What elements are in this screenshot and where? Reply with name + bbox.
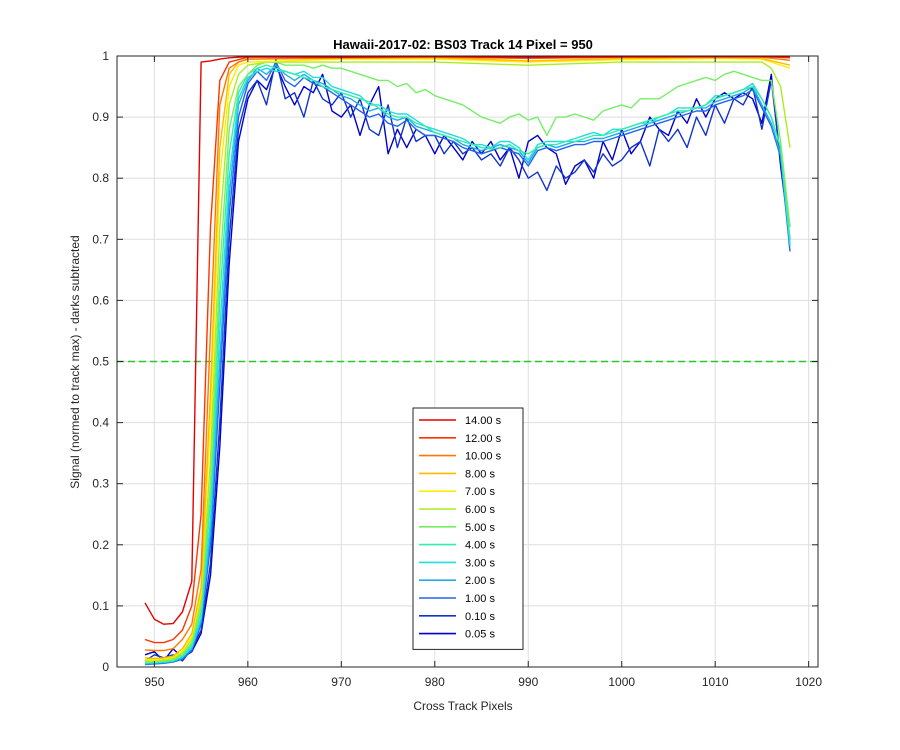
y-tick-label: 0.4: [92, 416, 109, 430]
legend-box: [412, 407, 524, 650]
x-tick-label: 990: [518, 675, 538, 689]
y-tick-label: 0.9: [92, 110, 109, 124]
legend-label: 12.00 s: [465, 433, 502, 445]
legend-label: 5.00 s: [465, 522, 495, 534]
legend-label: 6.00 s: [465, 504, 495, 516]
y-tick-label: 0.3: [92, 477, 109, 491]
legend-label: 8.00 s: [465, 468, 495, 480]
x-axis-label: Cross Track Pixels: [413, 699, 512, 713]
y-tick-label: 0.7: [92, 232, 109, 246]
x-tick-label: 950: [144, 675, 164, 689]
legend-label: 1.00 s: [465, 593, 495, 605]
y-axis-label: Signal (normed to track max) - darks sub…: [68, 235, 82, 488]
y-tick-label: 0.6: [92, 293, 109, 307]
ticks: 950 960 970 980 990 1000 1010 1020 0 0.1 0.2 0.3 0.4…: [92, 49, 822, 689]
legend-label: 0.05 s: [465, 629, 495, 641]
x-tick-label: 1010: [702, 675, 729, 689]
legend-label: 4.00 s: [465, 540, 495, 552]
series-line: [144, 64, 791, 664]
y-tick-label: 0: [102, 660, 109, 674]
series-line: [144, 58, 791, 662]
series-line: [145, 61, 791, 662]
y-tick-label: 0.5: [92, 355, 109, 369]
legend-label: 0.10 s: [465, 611, 495, 623]
legend-label: 3.00 s: [465, 557, 495, 569]
x-tick-label: 960: [238, 675, 258, 689]
legend-label: 7.00 s: [465, 486, 495, 498]
legend-label: 10.00 s: [465, 451, 502, 463]
x-tick-label: 1020: [795, 675, 822, 689]
x-tick-label: 1000: [608, 675, 635, 689]
legend: 14.00 s 12.00 s 10.00 s 8.00 s 7.00 s 6.00 s 5…: [412, 407, 524, 650]
y-tick-label: 1: [102, 49, 109, 63]
series-line: [144, 67, 791, 664]
y-tick-label: 0.8: [92, 171, 109, 185]
series-line: [144, 61, 791, 666]
x-tick-label: 970: [331, 675, 351, 689]
chart-title: Hawaii-2017-02: BS03 Track 14 Pixel = 95…: [333, 37, 593, 52]
y-tick-label: 0.2: [92, 538, 109, 552]
x-tick-label: 980: [425, 675, 445, 689]
y-tick-label: 0.1: [92, 599, 109, 613]
series-line: [144, 55, 790, 625]
legend-label: 14.00 s: [465, 415, 502, 427]
series-line: [144, 61, 791, 663]
legend-label: 2.00 s: [465, 575, 495, 587]
